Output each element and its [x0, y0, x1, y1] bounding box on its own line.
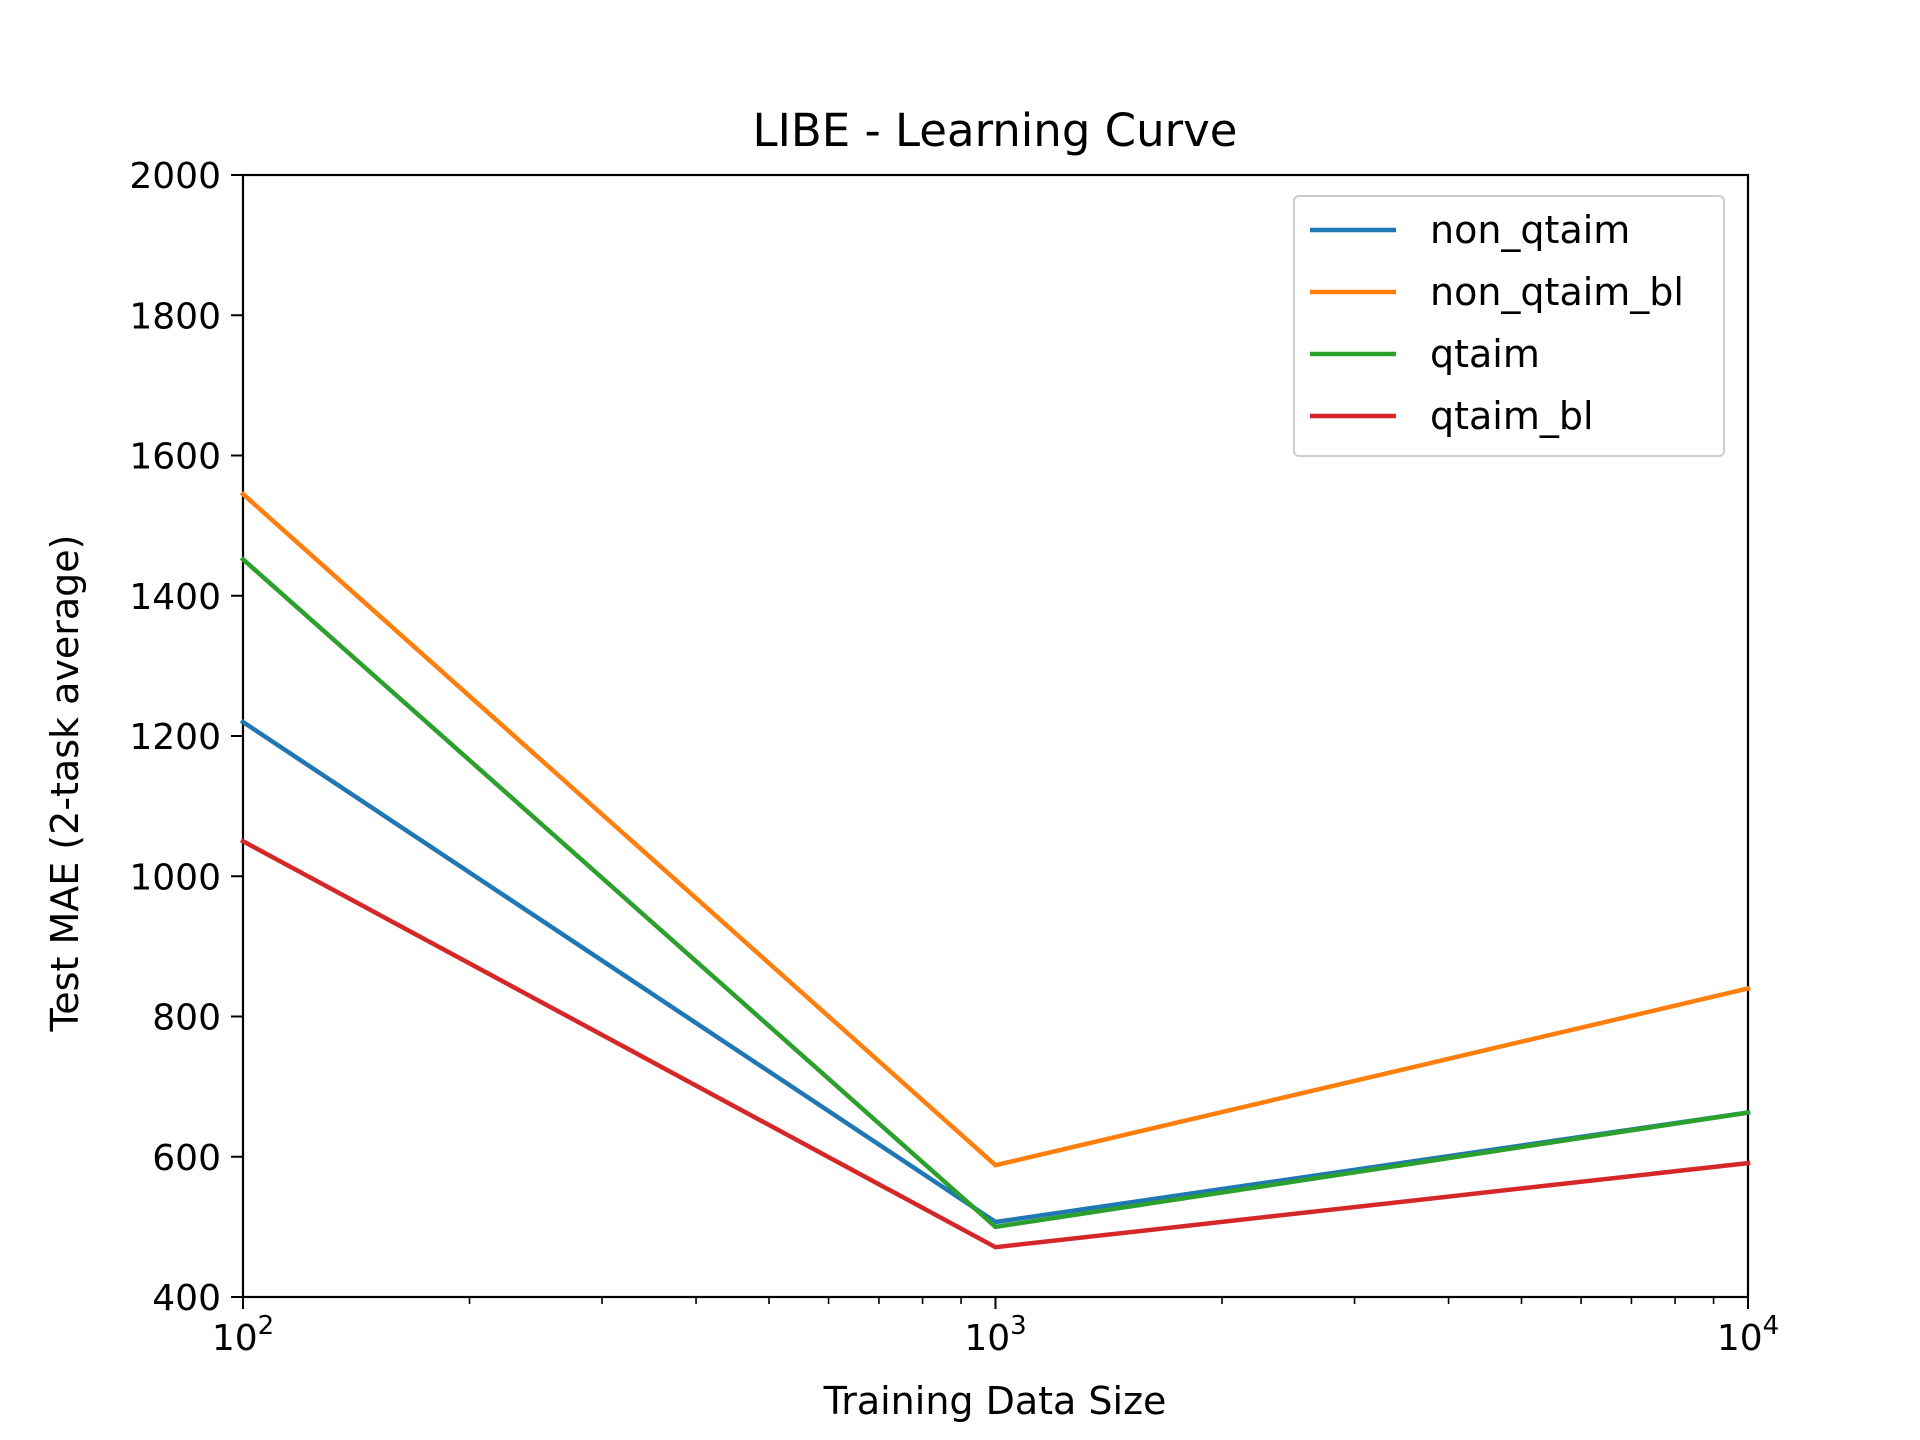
- x-axis-label: Training Data Size: [823, 1379, 1167, 1423]
- y-tick-label: 600: [152, 1138, 221, 1179]
- x-tick-label: 104: [1717, 1311, 1779, 1359]
- x-tick-label: 102: [212, 1311, 274, 1359]
- y-tick-label: 1600: [129, 437, 221, 478]
- y-tick-label: 1200: [129, 717, 221, 758]
- chart-title: LIBE - Learning Curve: [753, 104, 1238, 157]
- y-tick-label: 1800: [129, 296, 221, 337]
- series-line-qtaim-bl: [239, 838, 1751, 1250]
- legend-label-qtaim-bl: qtaim_bl: [1430, 394, 1594, 438]
- x-axis: 102 103 104: [212, 1297, 1779, 1359]
- y-axis-label: Test MAE (2-task average): [43, 535, 87, 1033]
- y-tick-label: 400: [152, 1278, 221, 1319]
- legend-label-non-qtaim-bl: non_qtaim_bl: [1430, 270, 1684, 314]
- y-axis: 400 600 800 1000 1200 1400 1600 1800 2000: [129, 156, 243, 1319]
- legend-label-non-qtaim: non_qtaim: [1430, 208, 1630, 252]
- series-line-non-qtaim-bl: [239, 490, 1751, 1168]
- y-tick-label: 800: [152, 998, 221, 1039]
- legend-box: [1293, 195, 1725, 457]
- x-tick-label: 103: [964, 1311, 1026, 1359]
- y-tick-label: 1000: [129, 857, 221, 898]
- series-layer: [239, 490, 1751, 1250]
- series-line-qtaim: [239, 556, 1751, 1230]
- legend-label-qtaim: qtaim: [1430, 332, 1540, 376]
- y-tick-label: 2000: [129, 156, 221, 197]
- y-tick-label: 1400: [129, 577, 221, 618]
